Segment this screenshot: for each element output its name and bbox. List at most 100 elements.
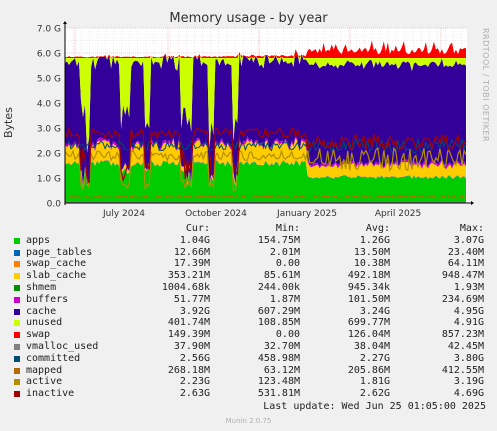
avg-value: 13.50M xyxy=(353,246,390,258)
legend-row-unused: unused 401.74M 108.85M 699.77M 4.91G xyxy=(14,317,490,329)
cur-value: 2.23G xyxy=(179,376,210,388)
area-apps xyxy=(65,160,466,203)
col-min: Min: xyxy=(275,223,300,234)
max-value: 42.45M xyxy=(447,340,484,352)
cur-value: 37.90M xyxy=(173,340,210,352)
max-value: 23.40M xyxy=(447,246,484,258)
cur-value: 1.04G xyxy=(179,234,210,246)
max-value: 3.19G xyxy=(453,376,484,388)
line-inactive xyxy=(64,126,467,184)
legend-name: cache xyxy=(26,305,57,317)
avg-value: 10.38M xyxy=(353,258,390,270)
legend-name: committed xyxy=(26,352,81,364)
legend-row-apps: apps 1.04G 154.75M 1.26G 3.07G xyxy=(14,235,490,247)
legend-row-shmem: shmem 1004.68k 244.00k 945.34k 1.93M xyxy=(14,282,490,294)
avg-value: 126.04M xyxy=(347,329,390,341)
min-value: 85.61M xyxy=(263,270,300,282)
stacked-areas xyxy=(65,40,466,203)
y-tick-label: 6.0 G xyxy=(37,50,61,60)
legend-name: active xyxy=(26,376,63,388)
avg-value: 38.04M xyxy=(353,340,390,352)
y-tick-label: 2.0 G xyxy=(37,150,61,160)
col-cur: Cur: xyxy=(185,223,210,234)
max-value: 4.91G xyxy=(453,317,484,329)
legend-swatch xyxy=(14,261,20,268)
cur-value: 3.92G xyxy=(179,305,210,317)
x-tick-label: January 2025 xyxy=(276,209,337,219)
min-value: 108.85M xyxy=(257,317,300,329)
legend-swatch xyxy=(14,355,20,362)
max-value: 857.23M xyxy=(441,329,484,341)
cur-value: 17.39M xyxy=(173,258,210,270)
area-buffers xyxy=(65,134,466,186)
legend-name: shmem xyxy=(26,281,57,293)
area-unused xyxy=(65,49,466,153)
legend-name: unused xyxy=(26,317,63,329)
legend-swatch xyxy=(14,284,20,291)
legend-row-active: active 2.23G 123.48M 1.81G 3.19G xyxy=(14,376,490,388)
legend-swatch xyxy=(14,308,20,315)
min-value: 123.48M xyxy=(257,376,300,388)
legend-name: swap xyxy=(26,329,51,341)
legend-swatch xyxy=(14,320,20,327)
max-value: 234.69M xyxy=(441,293,484,305)
legend-name: swap_cache xyxy=(26,258,87,270)
avg-value: 945.34k xyxy=(347,281,390,293)
y-tick-label: 5.0 G xyxy=(37,75,61,85)
min-value: 32.70M xyxy=(263,340,300,352)
max-value: 4.95G xyxy=(453,305,484,317)
legend-name: mapped xyxy=(26,364,63,376)
avg-value: 2.27G xyxy=(359,352,390,364)
chart-title: Memory usage - by year xyxy=(169,11,328,26)
legend-swatch xyxy=(14,296,20,303)
avg-value: 1.26G xyxy=(359,234,390,246)
min-value: 531.81M xyxy=(257,388,300,400)
legend-row-committed: committed 2.56G 458.98M 2.27G 3.80G xyxy=(14,353,490,365)
legend-swatch xyxy=(14,332,20,339)
legend-row-page-tables: page_tables 12.66M 2.01M 13.50M 23.40M xyxy=(14,247,490,259)
line-active xyxy=(64,146,467,192)
legend-swatch xyxy=(14,249,20,256)
y-axis-arrow xyxy=(63,21,67,24)
cur-value: 12.66M xyxy=(173,246,210,258)
avg-value: 492.18M xyxy=(347,270,390,282)
last-update: Last update: Wed Jun 25 01:05:00 2025 xyxy=(263,401,486,412)
max-value: 948.47M xyxy=(441,270,484,282)
plot-area: 0.0 1.0 G 2.0 G 3.0 G 4.0 G 5.0 G 6.0 G 7.0 G J… xyxy=(37,21,474,219)
y-tick-label: 1.0 G xyxy=(37,175,61,185)
avg-value: 3.24G xyxy=(359,305,390,317)
cur-value: 2.63G xyxy=(179,388,210,400)
cur-value: 149.39M xyxy=(167,329,210,341)
axes xyxy=(63,21,474,205)
y-tick-labels: 0.0 1.0 G 2.0 G 3.0 G 4.0 G 5.0 G 6.0 G 7.0 G xyxy=(37,25,61,210)
legend-row-mapped: mapped 268.18M 63.12M 205.86M 412.55M xyxy=(14,365,490,377)
series-lines xyxy=(64,126,467,203)
legend-header: Cur: Min: Avg: Max: xyxy=(14,223,490,235)
max-value: 64.11M xyxy=(447,258,484,270)
legend-row-swap-cache: swap_cache 17.39M 0.00 10.38M 64.11M xyxy=(14,258,490,270)
max-value: 4.69G xyxy=(453,388,484,400)
max-value: 412.55M xyxy=(441,364,484,376)
x-tick-label: October 2024 xyxy=(185,209,247,219)
avg-value: 1.81G xyxy=(359,376,390,388)
area-swap xyxy=(65,40,466,58)
legend-row-buffers: buffers 51.77M 1.87M 101.50M 234.69M xyxy=(14,294,490,306)
avg-value: 2.62G xyxy=(359,388,390,400)
max-value: 3.80G xyxy=(453,352,484,364)
legend-name: inactive xyxy=(26,388,75,400)
y-tick-label: 7.0 G xyxy=(37,25,61,35)
avg-value: 101.50M xyxy=(347,293,390,305)
line-committed xyxy=(64,136,467,154)
line-mapped xyxy=(64,194,467,199)
legend-swatch xyxy=(14,379,20,386)
min-value: 1.87M xyxy=(269,293,300,305)
legend-name: vmalloc_used xyxy=(26,340,99,352)
min-value: 0.00 xyxy=(275,329,300,341)
x-tick-labels: July 2024 October 2024 January 2025 April 2… xyxy=(102,209,421,219)
min-value: 607.29M xyxy=(257,305,300,317)
cur-value: 1004.68k xyxy=(161,281,210,293)
x-axis-arrow xyxy=(471,201,474,205)
min-value: 2.01M xyxy=(269,246,300,258)
y-tick-label: 4.0 G xyxy=(37,100,61,110)
legend-swatch xyxy=(14,237,20,244)
